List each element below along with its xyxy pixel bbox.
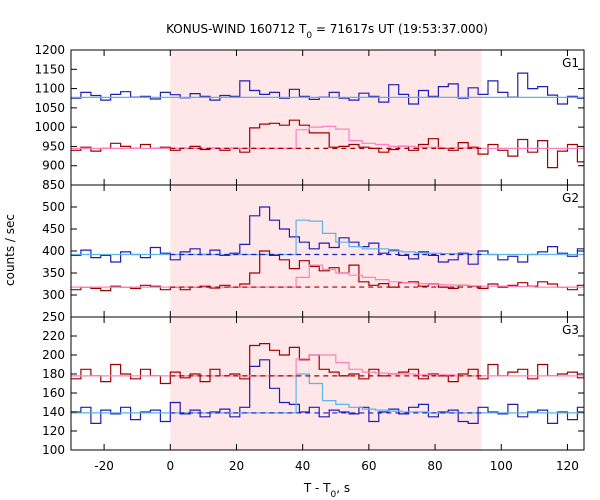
g1-ytick-label: 950: [42, 139, 65, 153]
g3-series-dark_red-2: [71, 343, 584, 385]
g2-ytick-label: 300: [42, 288, 65, 302]
g3-frame: [70, 316, 585, 451]
g2-ytick-label: 350: [42, 266, 65, 280]
g2-ytick-label: 250: [42, 310, 65, 324]
g3-series-blue-0: [71, 359, 584, 424]
g1-ytick-label: 1200: [34, 43, 65, 57]
panel-label-g1: G1: [562, 56, 579, 70]
g3-ytick-label: 220: [42, 329, 65, 343]
xtick-label: 120: [556, 459, 579, 473]
xtick-label: 20: [229, 459, 244, 473]
g2-series-pink-3: [71, 264, 584, 288]
g1-ytick-label: 1100: [34, 82, 65, 96]
g3-ytick-label: 100: [42, 443, 65, 457]
g1-ytick-label: 1150: [34, 62, 65, 76]
g3-ytick-label: 160: [42, 386, 65, 400]
g3-ytick-label: 140: [42, 405, 65, 419]
g3-ytick-label: 180: [42, 367, 65, 381]
g3-ytick-label: 200: [42, 348, 65, 362]
xtick-label: -20: [94, 459, 114, 473]
xtick-label: 0: [166, 459, 174, 473]
y-axis-label: counts / sec: [3, 214, 17, 286]
g3-series-pink-3: [71, 354, 584, 377]
chart-title-sub: 0: [306, 31, 312, 41]
panel-label-g2: G2: [562, 191, 579, 205]
panel-label-g3: G3: [562, 323, 579, 337]
g2-ytick-label: 450: [42, 222, 65, 236]
g1-ytick-label: 1050: [34, 101, 65, 115]
x-axis-label-sub: 0: [331, 490, 337, 500]
g3-ytick-label: 120: [42, 424, 65, 438]
panel-g1: [70, 49, 585, 186]
chart-title: KONUS-WIND 160712 T0 = 71617s UT (19:53:…: [166, 22, 488, 41]
g1-ytick-label: 1000: [34, 120, 65, 134]
xtick-label: 100: [490, 459, 513, 473]
panel-g3: [70, 316, 585, 451]
x-axis-label: T - T0, s: [303, 481, 350, 500]
g2-series-blue-0: [71, 206, 584, 265]
x-axis-label-rest: , s: [336, 481, 350, 495]
xtick-label: 80: [427, 459, 442, 473]
g2-series-light_blue-1: [71, 219, 584, 256]
xtick-label: 40: [295, 459, 310, 473]
burst-interval-shade: [170, 50, 482, 450]
chart-title-main: KONUS-WIND 160712 T: [166, 22, 307, 36]
xtick-label: 60: [361, 459, 376, 473]
g2-ytick-label: 500: [42, 200, 65, 214]
chart-title-rest: = 71617s UT (19:53:37.000): [312, 22, 488, 36]
g2-ytick-label: 400: [42, 244, 65, 258]
g1-ytick-label: 850: [42, 178, 65, 192]
g1-ytick-label: 900: [42, 159, 65, 173]
x-axis-label-main: T - T: [303, 481, 331, 495]
